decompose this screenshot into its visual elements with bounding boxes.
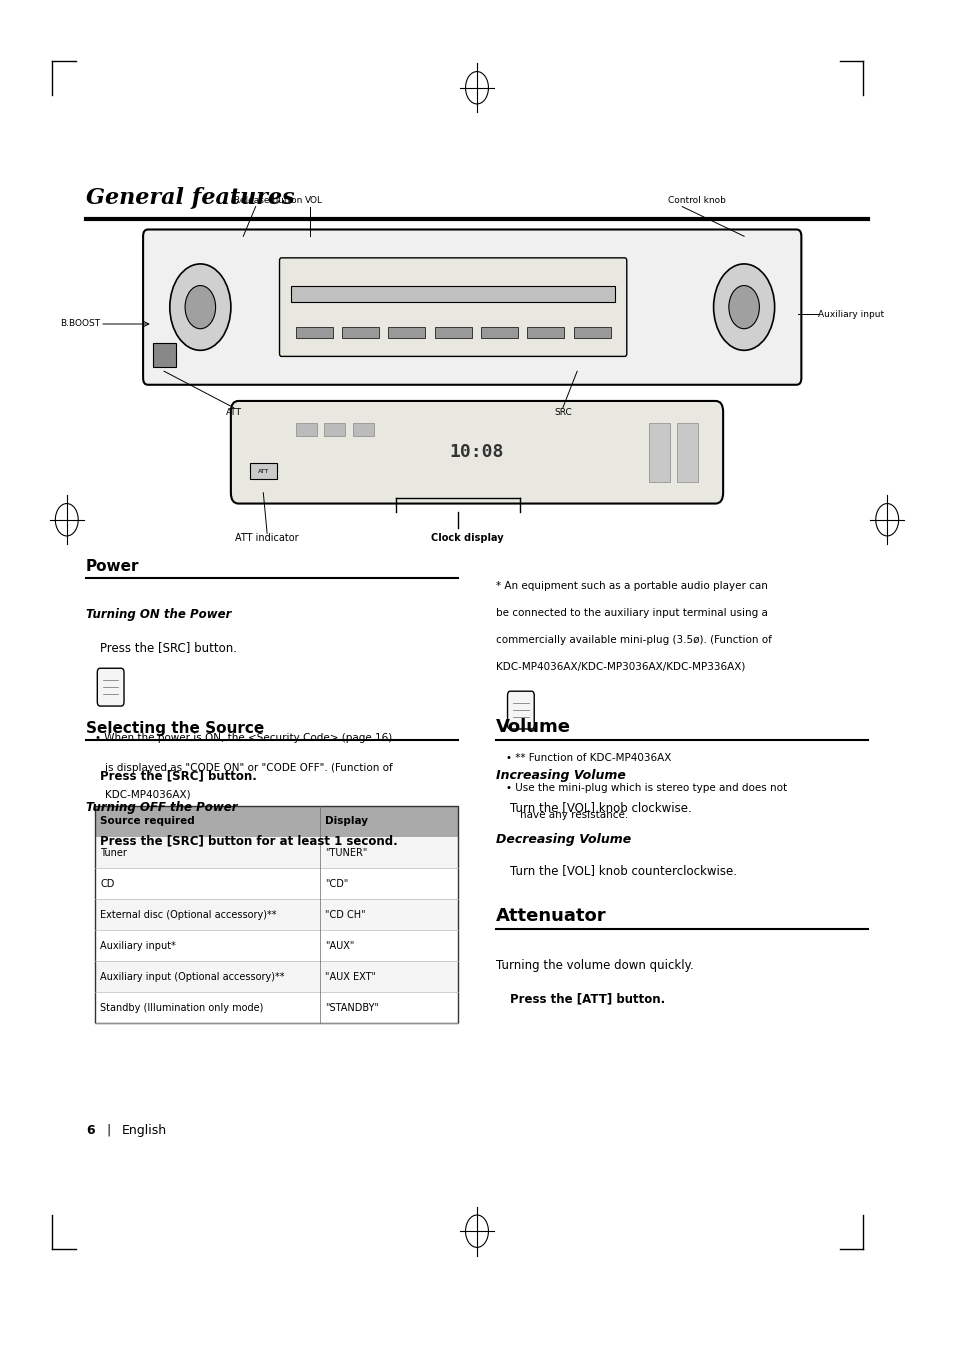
- Circle shape: [170, 265, 231, 351]
- Text: 6: 6: [86, 1123, 94, 1137]
- Text: • When the power is ON, the <Security Code> (page 16): • When the power is ON, the <Security Co…: [95, 733, 393, 743]
- Bar: [95, 930, 457, 961]
- Text: Press the [SRC] button for at least 1 second.: Press the [SRC] button for at least 1 se…: [100, 834, 397, 848]
- FancyBboxPatch shape: [97, 668, 124, 706]
- Text: have any resistance.: have any resistance.: [519, 810, 627, 819]
- Text: Volume: Volume: [496, 718, 571, 736]
- Bar: [480, 327, 517, 338]
- Text: Turning the volume down quickly.: Turning the volume down quickly.: [496, 958, 693, 972]
- Bar: [95, 868, 457, 899]
- Text: VOL: VOL: [305, 196, 323, 205]
- Text: Control knob: Control knob: [667, 196, 725, 205]
- Text: Attenuator: Attenuator: [496, 907, 606, 925]
- Text: "STANDBY": "STANDBY": [325, 1003, 378, 1012]
- Bar: [95, 899, 457, 930]
- Text: * An equipment such as a portable audio player can: * An equipment such as a portable audio …: [496, 580, 767, 590]
- Text: ATT: ATT: [226, 408, 241, 417]
- Bar: [152, 343, 176, 367]
- Text: 10:08: 10:08: [450, 443, 503, 462]
- Bar: [95, 961, 457, 992]
- Text: Standby (Illumination only mode): Standby (Illumination only mode): [100, 1003, 263, 1012]
- Text: "CD": "CD": [325, 879, 348, 888]
- Text: be connected to the auxiliary input terminal using a: be connected to the auxiliary input term…: [496, 608, 767, 617]
- Text: KDC-MP4036AX): KDC-MP4036AX): [105, 790, 191, 799]
- Circle shape: [185, 286, 215, 329]
- Text: Auxiliary input*: Auxiliary input*: [100, 941, 176, 950]
- Text: Turning ON the Power: Turning ON the Power: [86, 608, 231, 621]
- Bar: [295, 423, 316, 436]
- Text: Turn the [VOL] knob counterclockwise.: Turn the [VOL] knob counterclockwise.: [510, 864, 737, 878]
- FancyBboxPatch shape: [143, 230, 801, 385]
- Text: Auxiliary input: Auxiliary input: [817, 309, 882, 319]
- FancyBboxPatch shape: [231, 401, 722, 504]
- Text: Turning OFF the Power: Turning OFF the Power: [86, 801, 237, 814]
- Text: General features: General features: [86, 188, 294, 209]
- Bar: [388, 327, 425, 338]
- Bar: [250, 463, 276, 479]
- Circle shape: [713, 265, 774, 351]
- Bar: [95, 837, 457, 868]
- Text: English: English: [122, 1123, 167, 1137]
- Text: Press the [SRC] button.: Press the [SRC] button.: [100, 769, 256, 783]
- Bar: [341, 327, 378, 338]
- Text: Clock display: Clock display: [431, 533, 503, 543]
- Bar: [95, 992, 457, 1023]
- Text: B.BOOST: B.BOOST: [60, 320, 100, 328]
- Bar: [573, 327, 610, 338]
- Text: "CD CH": "CD CH": [325, 910, 365, 919]
- Text: "AUX": "AUX": [325, 941, 354, 950]
- Text: is displayed as "CODE ON" or "CODE OFF". (Function of: is displayed as "CODE ON" or "CODE OFF".…: [105, 763, 393, 772]
- Text: External disc (Optional accessory)**: External disc (Optional accessory)**: [100, 910, 276, 919]
- Text: SRC: SRC: [554, 408, 571, 417]
- Text: ATT indicator: ATT indicator: [235, 533, 298, 543]
- Text: Tuner: Tuner: [100, 848, 127, 857]
- Text: Decreasing Volume: Decreasing Volume: [496, 833, 631, 846]
- FancyBboxPatch shape: [279, 258, 626, 356]
- Text: Press the [ATT] button.: Press the [ATT] button.: [510, 992, 665, 1006]
- Bar: [291, 286, 615, 302]
- Bar: [95, 806, 457, 1023]
- Text: • ** Function of KDC-MP4036AX: • ** Function of KDC-MP4036AX: [505, 753, 670, 763]
- Text: Power: Power: [86, 559, 139, 574]
- Text: • Use the mini-plug which is stereo type and does not: • Use the mini-plug which is stereo type…: [505, 783, 786, 792]
- Text: "TUNER": "TUNER": [325, 848, 367, 857]
- Bar: [435, 327, 471, 338]
- Text: "AUX EXT": "AUX EXT": [325, 972, 375, 981]
- Bar: [648, 423, 669, 482]
- Text: Selecting the Source: Selecting the Source: [86, 721, 264, 736]
- Text: |: |: [107, 1123, 111, 1137]
- Text: Display: Display: [325, 817, 368, 826]
- Bar: [353, 423, 374, 436]
- Bar: [677, 423, 698, 482]
- Bar: [324, 423, 345, 436]
- Text: CD: CD: [100, 879, 114, 888]
- FancyBboxPatch shape: [507, 691, 534, 729]
- Text: Source required: Source required: [100, 817, 194, 826]
- Text: commercially available mini-plug (3.5ø). (Function of: commercially available mini-plug (3.5ø).…: [496, 634, 771, 644]
- Circle shape: [728, 286, 759, 329]
- Text: Increasing Volume: Increasing Volume: [496, 769, 625, 783]
- Bar: [95, 806, 457, 837]
- Text: Press the [SRC] button.: Press the [SRC] button.: [100, 641, 237, 655]
- Text: Auxiliary input (Optional accessory)**: Auxiliary input (Optional accessory)**: [100, 972, 284, 981]
- Text: Release button: Release button: [233, 196, 302, 205]
- Text: ATT: ATT: [257, 468, 269, 474]
- Text: KDC-MP4036AX/KDC-MP3036AX/KDC-MP336AX): KDC-MP4036AX/KDC-MP3036AX/KDC-MP336AX): [496, 662, 744, 671]
- Bar: [527, 327, 564, 338]
- Text: Turn the [VOL] knob clockwise.: Turn the [VOL] knob clockwise.: [510, 801, 692, 814]
- Bar: [295, 327, 333, 338]
